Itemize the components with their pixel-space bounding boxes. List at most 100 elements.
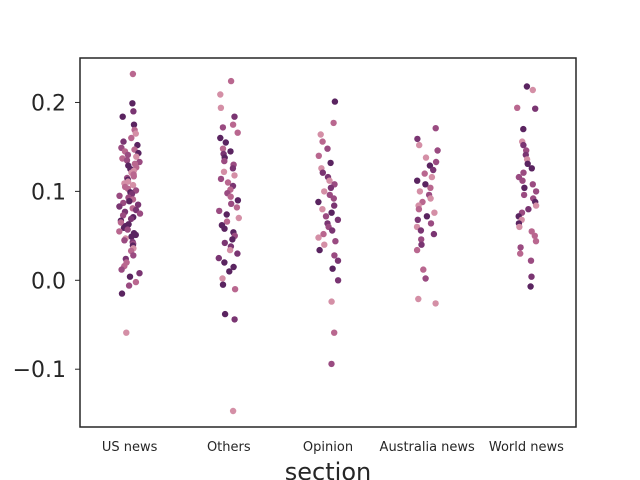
data-point [331,202,338,209]
data-point [523,83,531,90]
data-point [420,266,427,273]
data-point [230,263,237,271]
data-point [426,162,434,169]
data-point [327,184,335,191]
y-tick-label: −0.1 [13,358,66,383]
data-point [427,184,434,191]
data-point [327,159,334,167]
data-point [415,206,423,213]
data-point [315,234,322,241]
data-point [430,166,437,174]
data-point [322,213,330,220]
x-tick-label: Australia news [380,440,476,455]
y-tick-label: 0.2 [31,91,66,116]
data-point [119,113,126,120]
data-point [414,216,421,223]
data-point [123,329,130,336]
data-point [229,121,237,128]
data-point [427,195,434,202]
data-point [220,168,228,175]
data-point [223,218,231,225]
data-point [227,77,235,85]
data-point [529,181,536,188]
data-point [315,152,322,159]
data-point [415,295,422,303]
data-point [128,134,135,142]
data-point [528,273,535,280]
data-point [116,228,123,235]
data-point [219,124,227,131]
data-point [521,184,528,191]
data-point [334,277,342,284]
data-point [532,105,539,112]
data-point [331,98,339,105]
data-point [330,119,337,127]
data-point [520,125,527,133]
data-point [129,181,137,189]
plot-frame [79,57,577,428]
data-point [229,236,236,243]
y-tick-label: 0.0 [31,269,66,294]
data-point [418,236,425,243]
data-point [118,266,125,273]
data-point [430,230,438,238]
data-point [228,200,235,207]
data-point [432,125,439,132]
data-point [416,141,423,149]
data-point [317,131,324,138]
data-point [234,129,241,136]
data-point [334,216,342,223]
data-point [219,275,226,282]
data-point [132,130,139,137]
data-point [217,175,225,183]
data-point [234,197,242,204]
data-point [235,214,242,222]
data-point [224,179,232,186]
data-point [118,290,126,297]
data-point [329,265,336,272]
data-point [423,213,431,220]
x-axis-ticks: US news Others Opinion Australia news World … [102,440,564,455]
data-point [126,198,133,205]
data-point [130,121,138,128]
data-point [432,158,440,166]
data-point [136,270,143,277]
data-point [134,201,142,208]
data-point [326,177,333,184]
data-point [127,215,135,223]
data-point [123,157,131,164]
data-point [223,211,230,218]
data-point [116,203,123,210]
data-point [329,227,336,234]
data-point [217,134,224,142]
data-point [520,169,527,176]
data-point [126,273,134,280]
data-point [215,254,222,262]
data-point [321,188,328,195]
data-point [229,407,237,415]
data-point [328,209,335,216]
data-point [129,100,136,107]
data-point [527,283,534,290]
data-point [432,300,439,307]
data-point [221,259,228,266]
data-point [216,207,223,215]
data-point [229,165,237,172]
data-point [514,104,521,112]
data-point [529,86,536,94]
data-point [519,177,526,184]
data-point [532,188,540,195]
data-point [527,257,535,264]
data-point [130,108,137,115]
data-point [316,246,323,254]
data-point [222,139,229,146]
data-point [520,141,527,149]
data-point [132,278,140,286]
data-point [417,227,425,234]
data-point [517,244,524,251]
data-point [219,145,227,152]
data-point [116,192,123,199]
x-tick-label: Others [207,440,251,455]
data-point [221,310,229,318]
data-point [532,202,540,209]
